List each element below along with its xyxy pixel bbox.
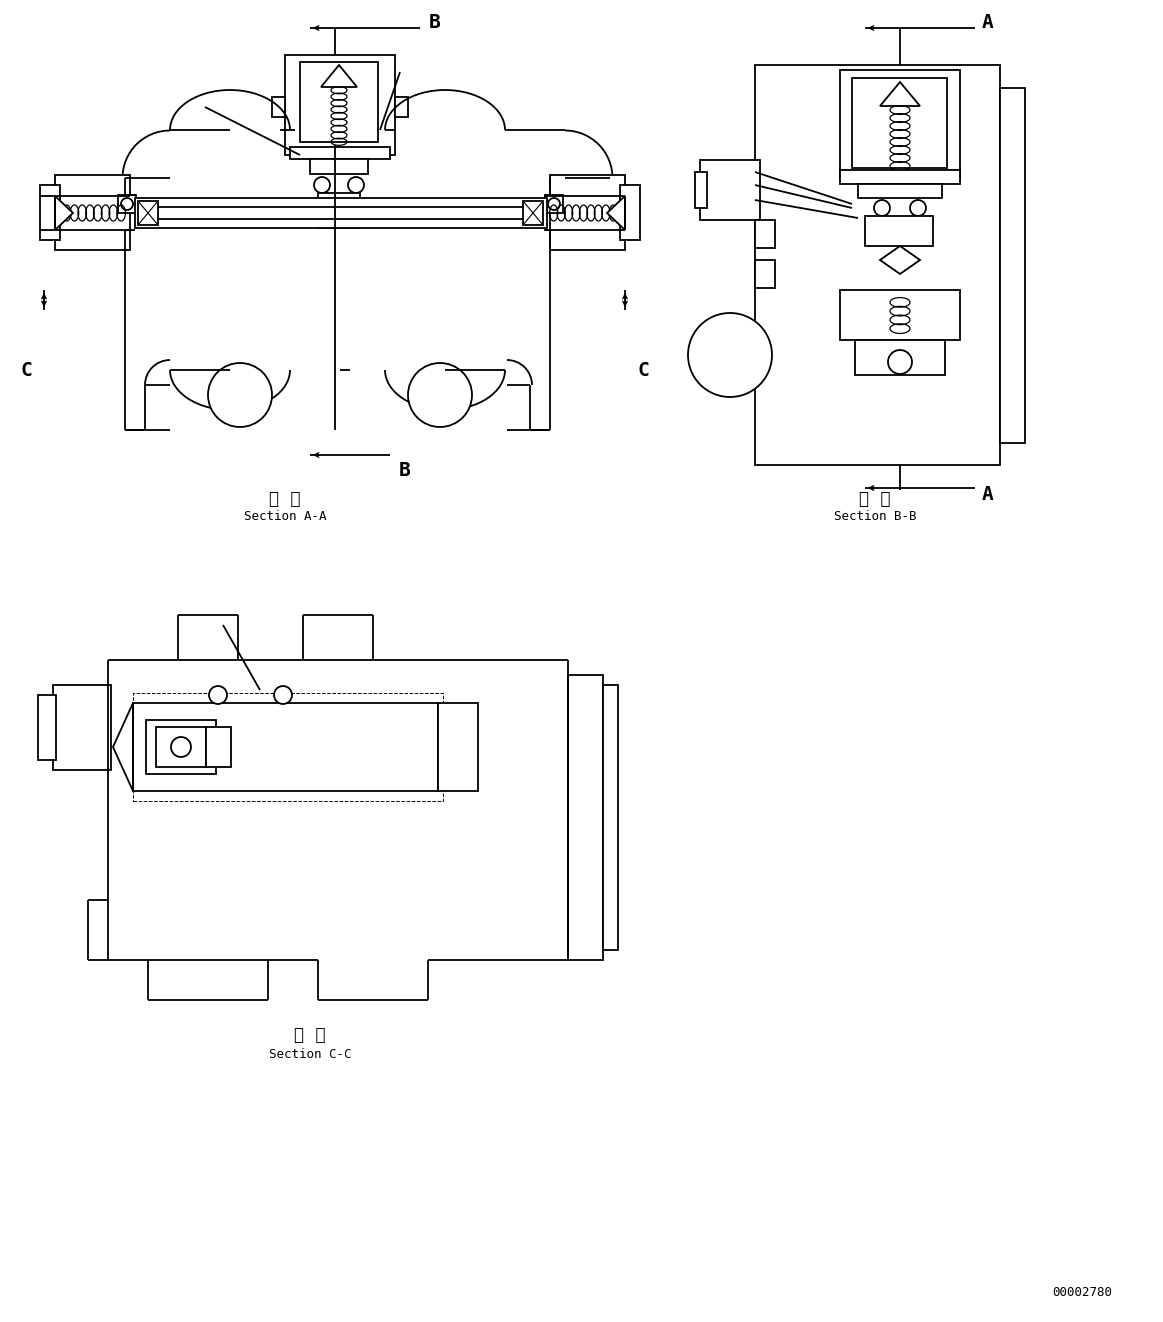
Bar <box>438 703 478 791</box>
Bar <box>206 727 231 767</box>
Bar <box>755 65 1000 465</box>
Bar <box>156 727 206 767</box>
Bar <box>568 676 602 960</box>
Bar <box>620 185 640 241</box>
Bar <box>523 201 543 225</box>
Text: Section A-A: Section A-A <box>244 510 327 524</box>
Circle shape <box>688 313 772 397</box>
Bar <box>40 185 60 241</box>
Bar <box>550 175 625 250</box>
Bar <box>117 196 136 213</box>
Bar <box>545 196 563 213</box>
Bar <box>147 720 216 773</box>
Bar <box>272 97 285 118</box>
Bar <box>135 198 547 227</box>
Bar <box>317 193 361 227</box>
Bar <box>38 695 56 760</box>
Bar <box>755 219 775 249</box>
Circle shape <box>209 686 227 705</box>
Bar <box>133 703 438 791</box>
Bar <box>311 159 368 175</box>
Bar <box>395 97 408 118</box>
Bar <box>840 171 959 184</box>
Text: B: B <box>429 13 441 33</box>
Bar <box>755 260 775 288</box>
Polygon shape <box>607 196 625 230</box>
Bar <box>840 290 959 340</box>
Circle shape <box>348 177 364 193</box>
Text: C: C <box>637 361 649 379</box>
Circle shape <box>408 364 472 427</box>
Text: A: A <box>982 12 994 32</box>
Bar <box>138 201 158 225</box>
Circle shape <box>314 177 330 193</box>
Bar <box>133 693 443 801</box>
Bar <box>285 56 395 155</box>
Circle shape <box>909 200 926 215</box>
Text: 00002780: 00002780 <box>1053 1285 1112 1298</box>
Polygon shape <box>321 65 357 87</box>
Bar <box>695 172 707 208</box>
Bar <box>852 78 947 168</box>
Bar <box>1000 89 1025 443</box>
Circle shape <box>274 686 292 705</box>
Circle shape <box>889 350 912 374</box>
Bar <box>858 184 942 198</box>
Text: 断  面: 断 面 <box>859 490 891 508</box>
Bar <box>865 215 933 246</box>
Bar <box>855 340 946 375</box>
Circle shape <box>208 364 272 427</box>
Polygon shape <box>880 246 920 274</box>
Circle shape <box>121 198 133 210</box>
Bar <box>55 175 130 250</box>
Text: C: C <box>20 361 31 379</box>
Bar <box>300 62 378 141</box>
Circle shape <box>875 200 890 215</box>
Circle shape <box>171 736 191 758</box>
Bar <box>840 70 959 178</box>
Text: Section C-C: Section C-C <box>269 1048 351 1062</box>
Text: 断  面: 断 面 <box>294 1026 326 1044</box>
Text: Section B-B: Section B-B <box>834 510 916 524</box>
Polygon shape <box>55 196 73 230</box>
Text: B: B <box>399 460 411 480</box>
Bar <box>290 147 390 159</box>
Bar <box>700 160 759 219</box>
Bar <box>602 685 618 951</box>
Circle shape <box>548 198 561 210</box>
Polygon shape <box>113 703 133 791</box>
Bar <box>53 685 110 769</box>
Polygon shape <box>880 82 920 106</box>
Text: 断  面: 断 面 <box>270 490 301 508</box>
Text: A: A <box>982 485 994 505</box>
